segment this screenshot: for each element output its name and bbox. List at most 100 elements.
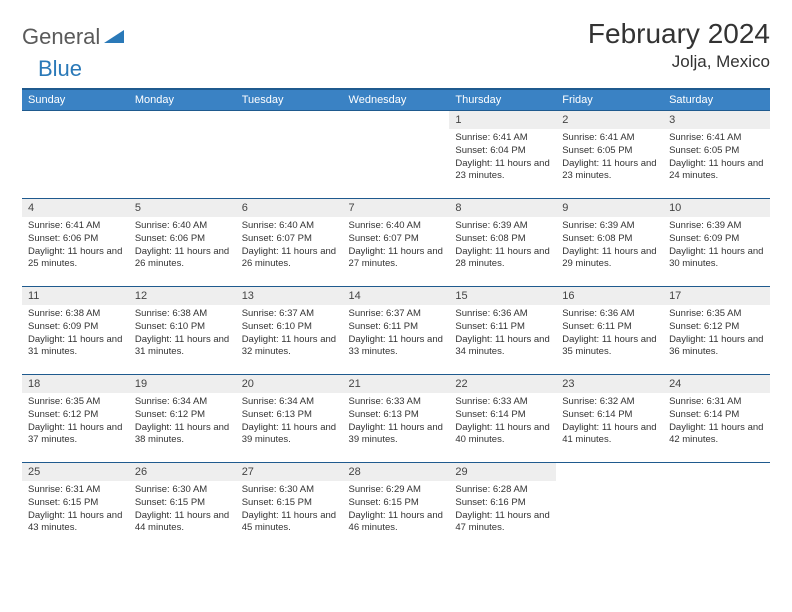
calendar-cell: 3Sunrise: 6:41 AMSunset: 6:05 PMDaylight… [663,111,770,199]
day-data: Sunrise: 6:29 AMSunset: 6:15 PMDaylight:… [343,481,450,541]
day-data: Sunrise: 6:31 AMSunset: 6:15 PMDaylight:… [22,481,129,541]
weekday-header: Wednesday [343,89,450,111]
day-number: 10 [663,199,770,217]
day-number: 4 [22,199,129,217]
day-data: Sunrise: 6:41 AMSunset: 6:05 PMDaylight:… [556,129,663,189]
calendar-cell: 24Sunrise: 6:31 AMSunset: 6:14 PMDayligh… [663,375,770,463]
day-number: 17 [663,287,770,305]
day-number: 5 [129,199,236,217]
calendar-week-row: 11Sunrise: 6:38 AMSunset: 6:09 PMDayligh… [22,287,770,375]
calendar-cell [663,463,770,551]
day-data: Sunrise: 6:32 AMSunset: 6:14 PMDaylight:… [556,393,663,453]
calendar-cell: 18Sunrise: 6:35 AMSunset: 6:12 PMDayligh… [22,375,129,463]
day-data: Sunrise: 6:37 AMSunset: 6:10 PMDaylight:… [236,305,343,365]
calendar-cell: 27Sunrise: 6:30 AMSunset: 6:15 PMDayligh… [236,463,343,551]
day-data: Sunrise: 6:40 AMSunset: 6:07 PMDaylight:… [343,217,450,277]
day-number: 22 [449,375,556,393]
calendar-cell: 28Sunrise: 6:29 AMSunset: 6:15 PMDayligh… [343,463,450,551]
month-title: February 2024 [588,18,770,50]
calendar-cell: 2Sunrise: 6:41 AMSunset: 6:05 PMDaylight… [556,111,663,199]
day-number: 25 [22,463,129,481]
day-number: 12 [129,287,236,305]
calendar-cell [343,111,450,199]
day-data: Sunrise: 6:39 AMSunset: 6:09 PMDaylight:… [663,217,770,277]
calendar-cell [22,111,129,199]
logo-triangle-icon [104,27,124,48]
day-number: 6 [236,199,343,217]
calendar-cell [236,111,343,199]
day-number: 18 [22,375,129,393]
calendar-cell: 14Sunrise: 6:37 AMSunset: 6:11 PMDayligh… [343,287,450,375]
weekday-header: Saturday [663,89,770,111]
day-data: Sunrise: 6:36 AMSunset: 6:11 PMDaylight:… [449,305,556,365]
calendar-week-row: 18Sunrise: 6:35 AMSunset: 6:12 PMDayligh… [22,375,770,463]
day-data: Sunrise: 6:34 AMSunset: 6:12 PMDaylight:… [129,393,236,453]
day-number: 11 [22,287,129,305]
day-data: Sunrise: 6:38 AMSunset: 6:10 PMDaylight:… [129,305,236,365]
day-data: Sunrise: 6:38 AMSunset: 6:09 PMDaylight:… [22,305,129,365]
day-data: Sunrise: 6:28 AMSunset: 6:16 PMDaylight:… [449,481,556,541]
calendar-week-row: 1Sunrise: 6:41 AMSunset: 6:04 PMDaylight… [22,111,770,199]
logo: General [22,18,126,50]
calendar-week-row: 25Sunrise: 6:31 AMSunset: 6:15 PMDayligh… [22,463,770,551]
calendar-cell: 6Sunrise: 6:40 AMSunset: 6:07 PMDaylight… [236,199,343,287]
day-data: Sunrise: 6:33 AMSunset: 6:14 PMDaylight:… [449,393,556,453]
calendar-cell: 23Sunrise: 6:32 AMSunset: 6:14 PMDayligh… [556,375,663,463]
logo-text-blue: Blue [38,56,82,81]
day-data: Sunrise: 6:41 AMSunset: 6:04 PMDaylight:… [449,129,556,189]
calendar-cell: 12Sunrise: 6:38 AMSunset: 6:10 PMDayligh… [129,287,236,375]
calendar-cell: 15Sunrise: 6:36 AMSunset: 6:11 PMDayligh… [449,287,556,375]
day-number: 2 [556,111,663,129]
day-number: 8 [449,199,556,217]
calendar-cell: 21Sunrise: 6:33 AMSunset: 6:13 PMDayligh… [343,375,450,463]
day-data: Sunrise: 6:39 AMSunset: 6:08 PMDaylight:… [449,217,556,277]
day-number: 20 [236,375,343,393]
calendar-cell: 25Sunrise: 6:31 AMSunset: 6:15 PMDayligh… [22,463,129,551]
day-number: 13 [236,287,343,305]
calendar-cell: 7Sunrise: 6:40 AMSunset: 6:07 PMDaylight… [343,199,450,287]
calendar-cell: 1Sunrise: 6:41 AMSunset: 6:04 PMDaylight… [449,111,556,199]
calendar-cell: 20Sunrise: 6:34 AMSunset: 6:13 PMDayligh… [236,375,343,463]
calendar-cell: 17Sunrise: 6:35 AMSunset: 6:12 PMDayligh… [663,287,770,375]
day-number: 7 [343,199,450,217]
weekday-header: Monday [129,89,236,111]
weekday-header: Sunday [22,89,129,111]
day-number: 3 [663,111,770,129]
calendar-cell: 11Sunrise: 6:38 AMSunset: 6:09 PMDayligh… [22,287,129,375]
day-number: 23 [556,375,663,393]
calendar-cell: 16Sunrise: 6:36 AMSunset: 6:11 PMDayligh… [556,287,663,375]
day-number: 29 [449,463,556,481]
calendar-cell: 5Sunrise: 6:40 AMSunset: 6:06 PMDaylight… [129,199,236,287]
weekday-header-row: Sunday Monday Tuesday Wednesday Thursday… [22,89,770,111]
calendar-cell: 4Sunrise: 6:41 AMSunset: 6:06 PMDaylight… [22,199,129,287]
day-number: 24 [663,375,770,393]
day-data: Sunrise: 6:30 AMSunset: 6:15 PMDaylight:… [236,481,343,541]
day-number: 15 [449,287,556,305]
day-number: 1 [449,111,556,129]
day-number: 19 [129,375,236,393]
day-data: Sunrise: 6:35 AMSunset: 6:12 PMDaylight:… [663,305,770,365]
weekday-header: Friday [556,89,663,111]
day-data: Sunrise: 6:39 AMSunset: 6:08 PMDaylight:… [556,217,663,277]
day-number: 9 [556,199,663,217]
day-data: Sunrise: 6:40 AMSunset: 6:07 PMDaylight:… [236,217,343,277]
day-number: 27 [236,463,343,481]
calendar-cell [556,463,663,551]
day-number: 21 [343,375,450,393]
day-data: Sunrise: 6:33 AMSunset: 6:13 PMDaylight:… [343,393,450,453]
calendar-cell: 19Sunrise: 6:34 AMSunset: 6:12 PMDayligh… [129,375,236,463]
calendar-cell: 22Sunrise: 6:33 AMSunset: 6:14 PMDayligh… [449,375,556,463]
calendar-cell [129,111,236,199]
day-number: 16 [556,287,663,305]
calendar-cell: 29Sunrise: 6:28 AMSunset: 6:16 PMDayligh… [449,463,556,551]
calendar-cell: 10Sunrise: 6:39 AMSunset: 6:09 PMDayligh… [663,199,770,287]
day-data: Sunrise: 6:35 AMSunset: 6:12 PMDaylight:… [22,393,129,453]
day-data: Sunrise: 6:40 AMSunset: 6:06 PMDaylight:… [129,217,236,277]
day-data: Sunrise: 6:31 AMSunset: 6:14 PMDaylight:… [663,393,770,453]
day-data: Sunrise: 6:34 AMSunset: 6:13 PMDaylight:… [236,393,343,453]
day-data: Sunrise: 6:41 AMSunset: 6:05 PMDaylight:… [663,129,770,189]
calendar-week-row: 4Sunrise: 6:41 AMSunset: 6:06 PMDaylight… [22,199,770,287]
title-block: February 2024 Jolja, Mexico [588,18,770,72]
calendar-cell: 13Sunrise: 6:37 AMSunset: 6:10 PMDayligh… [236,287,343,375]
weekday-header: Thursday [449,89,556,111]
